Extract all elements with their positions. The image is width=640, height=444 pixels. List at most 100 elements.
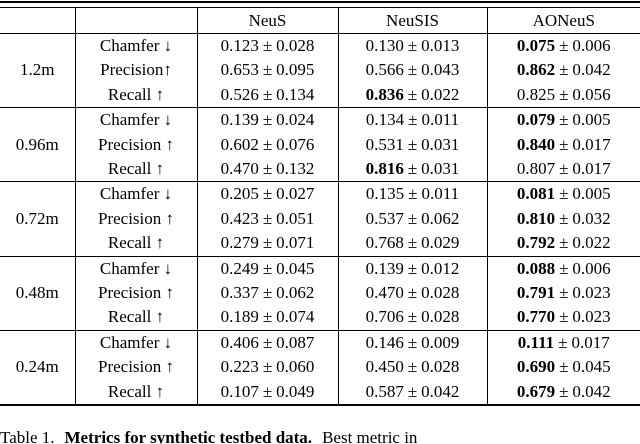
plus-minus-symbol: ± [407, 307, 418, 327]
table-row: Recall ↑ 0.526 ±0.134 0.836 ±0.022 0.825 ±0.05… [0, 82, 640, 108]
value-cell: 0.810 ±0.032 [487, 207, 640, 231]
value-cell: 0.816 ±0.031 [338, 157, 488, 182]
value-mean: 0.810 [516, 208, 556, 228]
value-cell: 0.423 ±0.051 [197, 206, 339, 232]
plus-minus-symbol: ± [559, 134, 569, 154]
value-cell: 0.690 ±0.045 [487, 355, 640, 379]
value-std: 0.076 [276, 134, 315, 154]
plus-minus-symbol: ± [262, 36, 273, 55]
value-cell: 0.081 ±0.005 [487, 181, 640, 207]
value-std: 0.012 [421, 258, 460, 278]
plus-minus-symbol: ± [408, 110, 418, 130]
scale-label: 0.72m [0, 181, 76, 257]
plus-minus-symbol: ± [559, 283, 569, 303]
value-std: 0.132 [276, 159, 315, 179]
value-cell: 0.130 ±0.013 [338, 33, 488, 59]
value-mean: 0.470 [220, 159, 259, 179]
value-mean: 0.602 [220, 134, 259, 154]
value-std: 0.023 [572, 307, 611, 327]
metric-label: Chamfer ↓ [75, 107, 198, 133]
table-row: Precision↑ 0.653 ±0.095 0.566 ±0.043 0.862 ±0.… [0, 58, 640, 83]
value-std: 0.017 [572, 134, 611, 154]
plus-minus-symbol: ± [262, 357, 273, 377]
value-mean: 0.836 [365, 84, 404, 104]
value-std: 0.045 [572, 357, 611, 377]
value-std: 0.049 [276, 381, 315, 401]
plus-minus-symbol: ± [262, 84, 273, 104]
value-cell: 0.139 ±0.024 [197, 107, 339, 133]
value-cell: 0.792 ±0.022 [487, 231, 640, 256]
value-std: 0.095 [276, 60, 315, 80]
value-std: 0.027 [276, 184, 315, 204]
value-cell: 0.279 ±0.071 [197, 231, 339, 257]
plus-minus-symbol: ± [262, 60, 273, 80]
value-mean: 0.566 [365, 60, 404, 80]
value-cell: 0.862 ±0.042 [487, 58, 640, 82]
table-caption: Table 1. Metrics for synthetic testbed da… [0, 428, 640, 444]
value-mean: 0.111 [517, 332, 555, 352]
value-mean: 0.079 [516, 110, 556, 130]
plus-minus-symbol: ± [407, 283, 418, 303]
value-cell: 0.531 ±0.031 [338, 132, 488, 158]
value-std: 0.060 [276, 357, 315, 377]
value-std: 0.134 [276, 84, 315, 104]
column-header-aoneus: AONeuS [487, 8, 640, 34]
value-mean: 0.816 [365, 159, 404, 179]
value-std: 0.042 [572, 60, 611, 80]
value-cell: 0.840 ±0.017 [487, 133, 640, 157]
value-cell: 0.406 ±0.087 [197, 329, 339, 356]
value-std: 0.031 [421, 134, 460, 154]
plus-minus-symbol: ± [559, 36, 569, 55]
value-cell: 0.770 ±0.023 [487, 305, 640, 330]
value-cell: 0.337 ±0.062 [197, 281, 339, 306]
value-cell: 0.189 ±0.074 [197, 305, 339, 331]
table-header: NeuS NeuSIS AONeuS [0, 8, 640, 34]
value-cell: 0.223 ±0.060 [197, 355, 339, 380]
scale-label: 0.24m [0, 329, 76, 405]
value-std: 0.024 [276, 110, 315, 130]
plus-minus-symbol: ± [262, 208, 273, 228]
value-cell: 0.602 ±0.076 [197, 132, 339, 158]
value-mean: 0.107 [220, 381, 259, 401]
plus-minus-symbol: ± [559, 357, 569, 377]
value-mean: 0.862 [516, 60, 556, 80]
value-std: 0.042 [572, 381, 611, 401]
value-cell: 0.075 ±0.006 [487, 33, 640, 59]
table-row: 1.2m Chamfer ↓ 0.123 ±0.028 0.130 ±0.013 0.075… [0, 32, 640, 108]
value-cell: 0.706 ±0.028 [338, 305, 488, 331]
value-cell: 0.249 ±0.045 [197, 255, 339, 282]
value-mean: 0.679 [516, 381, 556, 401]
value-cell: 0.526 ±0.134 [197, 82, 339, 108]
value-mean: 0.526 [220, 84, 259, 104]
metric-label: Recall ↑ [75, 305, 198, 331]
value-cell: 0.791 ±0.023 [487, 281, 640, 305]
value-std: 0.042 [421, 381, 460, 401]
metric-label: Precision ↑ [75, 206, 198, 232]
value-cell: 0.768 ±0.029 [338, 231, 488, 257]
scale-label: 0.96m [0, 107, 76, 182]
value-cell: 0.079 ±0.005 [487, 107, 640, 133]
value-mean: 0.706 [365, 307, 404, 327]
value-mean: 0.134 [365, 110, 405, 130]
plus-minus-symbol: ± [407, 36, 418, 55]
metric-label: Chamfer ↓ [75, 33, 198, 59]
value-std: 0.006 [572, 258, 611, 278]
value-std: 0.056 [572, 84, 611, 104]
value-cell: 0.146 ±0.009 [338, 329, 488, 356]
value-mean: 0.840 [516, 134, 556, 154]
plus-minus-symbol: ± [262, 381, 273, 401]
value-cell: 0.123 ±0.028 [197, 33, 339, 59]
scale-label: 1.2m [0, 32, 76, 108]
plus-minus-symbol: ± [559, 307, 569, 327]
table-row: Recall ↑ 0.470 ±0.132 0.816 ±0.031 0.807 ±0.01… [0, 157, 640, 182]
value-mean: 0.146 [365, 332, 404, 352]
value-cell: 0.825 ±0.056 [487, 83, 640, 108]
value-std: 0.028 [276, 36, 315, 55]
value-mean: 0.279 [220, 233, 259, 253]
value-cell: 0.653 ±0.095 [197, 58, 339, 83]
value-cell: 0.470 ±0.132 [197, 157, 339, 182]
table-row: Recall ↑ 0.107 ±0.049 0.587 ±0.042 0.679 ±0.04… [0, 379, 640, 405]
value-cell: 0.135 ±0.011 [338, 181, 488, 207]
caption-label: Table 1. [0, 428, 55, 444]
value-cell: 0.111 ±0.017 [487, 329, 640, 356]
